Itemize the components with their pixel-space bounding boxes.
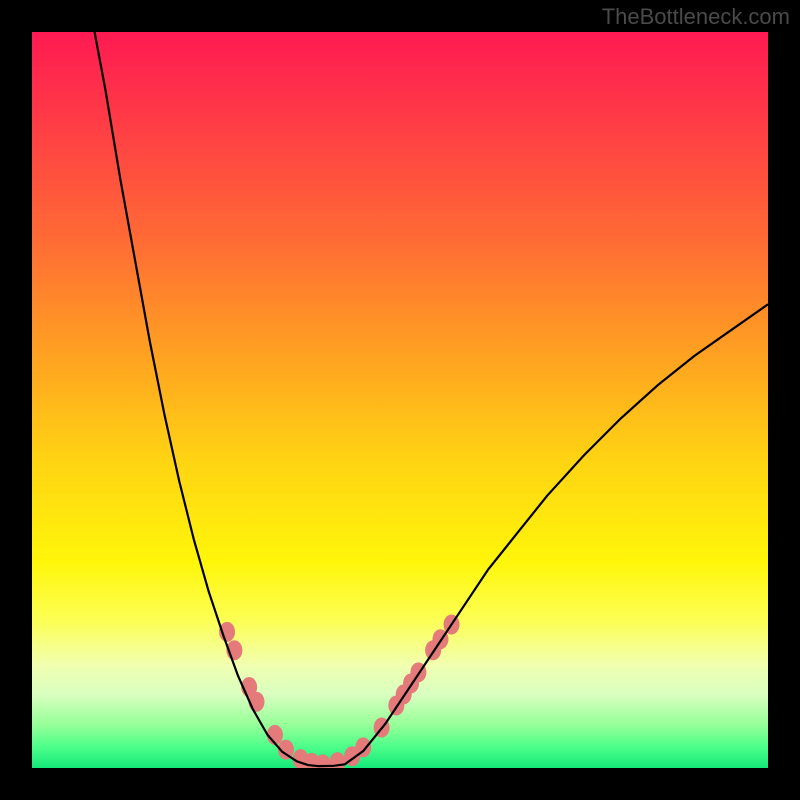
watermark: TheBottleneck.com	[602, 4, 790, 30]
chart-area	[32, 32, 768, 768]
gradient-background	[32, 32, 768, 768]
